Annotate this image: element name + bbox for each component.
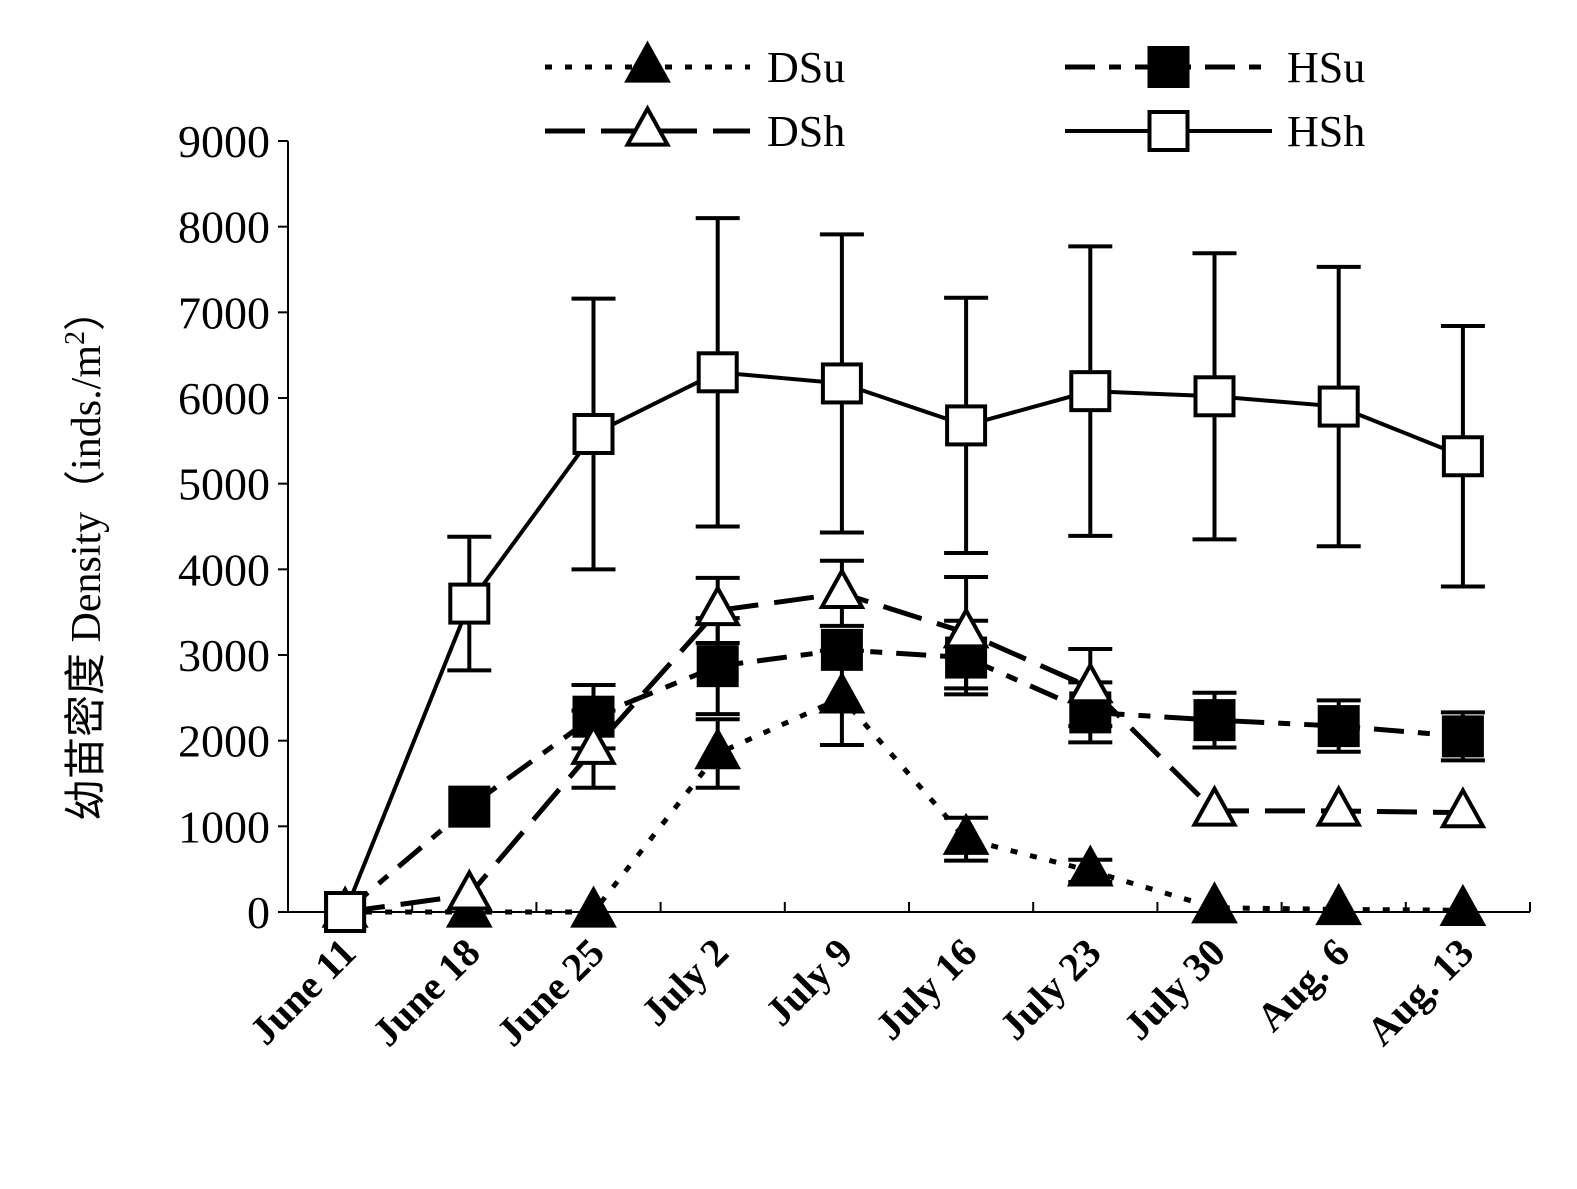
y-tick-labels: 0 1000 2000 3000 4000 5000 6000 7000 8000 9000 [178, 116, 270, 938]
data-point-dsh [694, 584, 742, 627]
data-point-hsh [1441, 435, 1484, 478]
y-axis-label-close: ） [64, 289, 110, 331]
data-point-hsu [1441, 715, 1484, 758]
series-hsu [324, 616, 1485, 933]
y-tick-label: 4000 [178, 544, 270, 595]
data-point-dsh [445, 868, 493, 911]
legend-entry-dsh: DSh [545, 104, 845, 156]
legend-label: HSh [1287, 107, 1365, 156]
data-point-hsu [1317, 705, 1360, 748]
legend-entry-hsu: HSu [1065, 43, 1365, 92]
legend-label: HSu [1287, 43, 1365, 92]
data-point-dsh [942, 606, 990, 649]
data-point-dsu [818, 671, 866, 714]
y-axis-label-superscript: 2 [60, 331, 91, 345]
data-point-dsu [1066, 844, 1114, 887]
x-tick-label: July 23 [991, 930, 1110, 1049]
data-point-dsu [942, 812, 990, 855]
series-dsu [321, 648, 1487, 928]
y-tick-label: 2000 [178, 716, 270, 767]
data-point-dsh [1315, 784, 1363, 827]
series-line [343, 370, 1464, 913]
series-layer [321, 216, 1487, 933]
data-point-hsu [820, 628, 863, 671]
data-point-hsh [1317, 385, 1360, 428]
data-point-hsu [448, 785, 491, 828]
series-line [344, 590, 1463, 915]
data-point-hsh [572, 412, 615, 455]
y-tick-label: 1000 [178, 801, 270, 852]
legend-entry-dsu: DSu [545, 40, 845, 92]
series-dsh [321, 558, 1487, 928]
y-tick-label: 8000 [178, 202, 270, 253]
data-point-dsh [1066, 661, 1114, 704]
y-tick-label: 5000 [178, 459, 270, 510]
x-tick-label: Aug. 13 [1358, 930, 1483, 1055]
legend-label: DSh [767, 107, 845, 156]
data-point-dsh [570, 722, 617, 765]
legend-entry-hsh: HSh [1065, 107, 1365, 156]
x-tick-label: June 25 [488, 930, 613, 1055]
data-point-hsh [945, 404, 988, 447]
data-point-hsh [448, 582, 491, 625]
data-point-hsh [324, 891, 367, 933]
data-point-hsh [1193, 375, 1236, 418]
data-point-dsh [1439, 786, 1487, 829]
data-point-dsu [1191, 881, 1238, 924]
data-point-dsu [570, 885, 617, 928]
series-line [343, 647, 1464, 914]
data-point-dsu [1439, 883, 1487, 926]
x-tick-label: June 18 [363, 930, 488, 1055]
series-hsh [324, 216, 1485, 933]
x-tick-label: July 30 [1115, 930, 1234, 1049]
y-tick-label: 9000 [178, 116, 270, 167]
data-point-hsh [696, 351, 739, 394]
y-tick-label: 7000 [178, 287, 270, 338]
x-tick-label: July 9 [756, 930, 861, 1035]
x-tick-label: June 11 [241, 930, 365, 1054]
series-line [345, 694, 1463, 915]
data-point-dsh [818, 566, 866, 609]
x-tick-label: Aug. 6 [1248, 930, 1358, 1040]
data-point-hsh [820, 362, 863, 405]
legend-marker [624, 40, 671, 83]
x-tick-label: July 16 [866, 930, 985, 1049]
data-point-hsu [1193, 699, 1236, 742]
y-tick-label: 3000 [178, 630, 270, 681]
legend: DSu HSu DSh HSh [545, 40, 1365, 156]
legend-marker [1147, 110, 1190, 152]
y-tick-label: 6000 [178, 373, 270, 424]
y-axis-label: 幼苗密度 Density（inds./m2） [60, 289, 110, 821]
y-axis-label-main: 幼苗密度 Density（inds./m [63, 345, 110, 821]
data-point-dsh [1191, 784, 1238, 827]
legend-marker [1147, 46, 1190, 88]
y-tick-label: 0 [247, 887, 270, 938]
data-point-dsu [1315, 882, 1363, 926]
data-point-dsu [694, 727, 742, 770]
data-point-hsu [696, 645, 739, 688]
legend-label: DSu [767, 43, 845, 92]
legend-marker [624, 104, 671, 147]
x-tick-label: July 2 [632, 930, 737, 1035]
data-point-hsh [1069, 370, 1112, 413]
